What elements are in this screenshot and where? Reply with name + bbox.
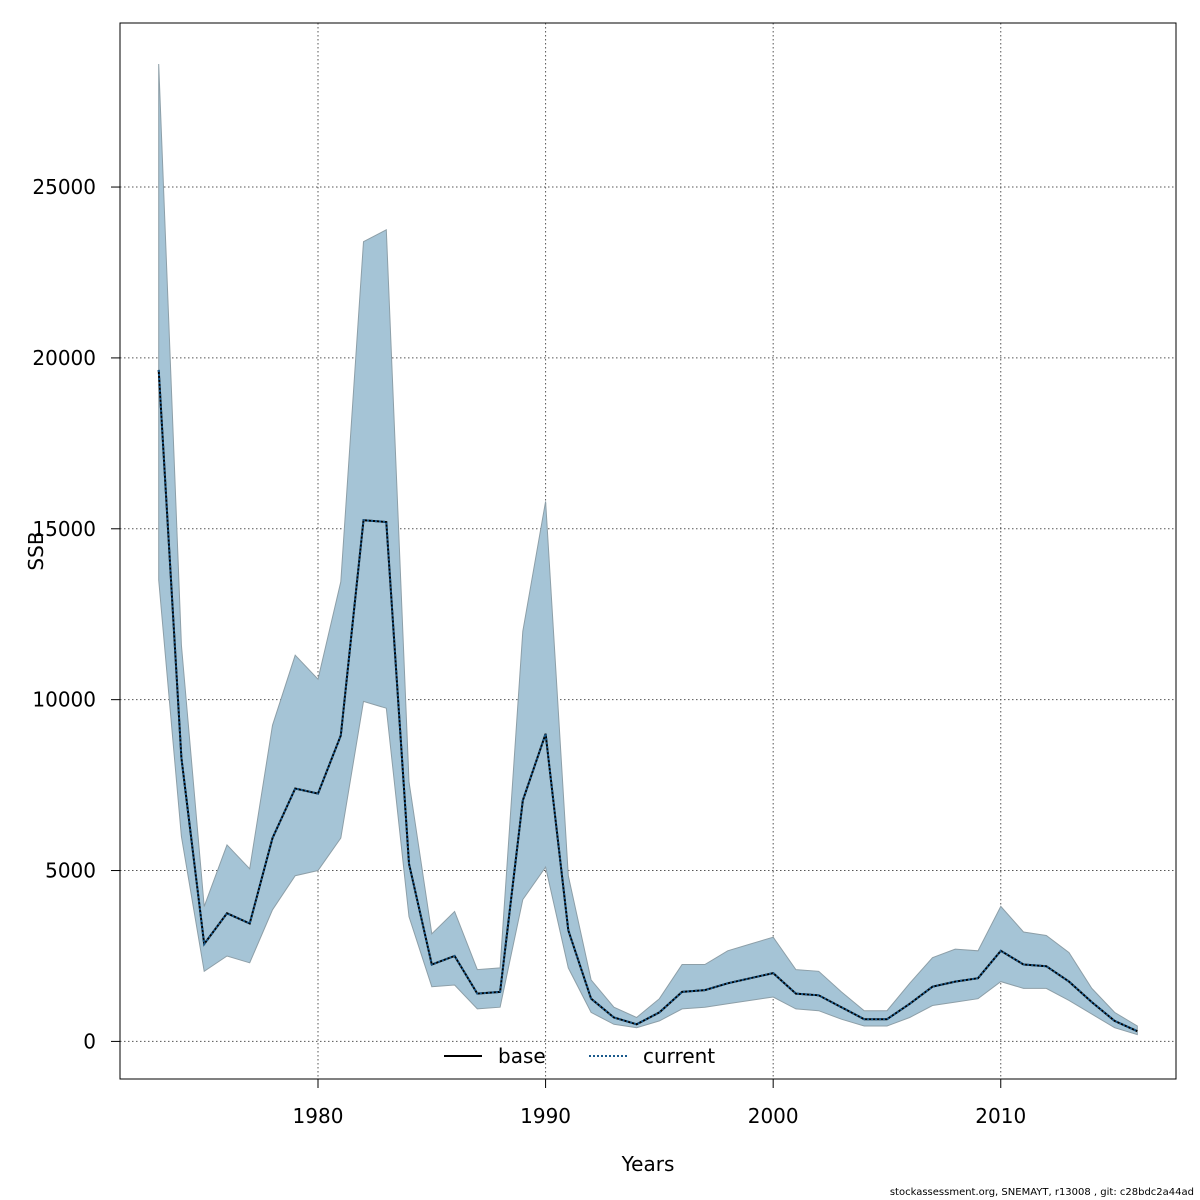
y-tick-label-15000: 15000	[32, 517, 96, 541]
series-line-base	[157, 369, 1138, 1033]
y-axis-title: SSB	[24, 531, 48, 570]
x-tick-label-2010: 2010	[975, 1104, 1026, 1128]
grid-lines	[120, 23, 1176, 1079]
footer-credit: stockassessment.org, SNEMAYT, r13008 , g…	[889, 1187, 1194, 1198]
x-axis-title: Years	[621, 1152, 675, 1176]
y-tick-label-10000: 10000	[32, 688, 96, 712]
y-tick-label-25000: 25000	[32, 175, 96, 199]
x-tick-label-2000: 2000	[748, 1104, 799, 1128]
x-tick-label-1990: 1990	[520, 1104, 571, 1128]
legend: base current	[444, 1044, 715, 1068]
y-tick-label-5000: 5000	[45, 859, 96, 883]
y-axis-ticks: 0 5000 10000 15000 20000 25000	[32, 175, 120, 1053]
ssb-confidence-band	[158, 63, 1138, 1036]
y-tick-label-0: 0	[83, 1029, 96, 1053]
legend-current-label: current	[643, 1044, 715, 1068]
series-lines	[157, 369, 1138, 1033]
plot-frame	[119, 22, 1177, 1080]
x-axis-ticks: 1980 1990 2000 2010	[293, 1079, 1026, 1128]
y-tick-label-20000: 20000	[32, 346, 96, 370]
confidence-band	[158, 63, 1138, 1036]
x-tick-label-1980: 1980	[293, 1104, 344, 1128]
legend-base-label: base	[498, 1044, 546, 1068]
